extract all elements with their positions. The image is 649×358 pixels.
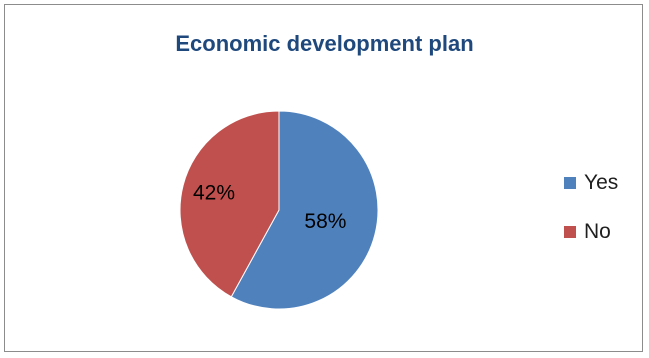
legend-swatch-yes <box>564 176 576 189</box>
pie-label-yes: 58% <box>304 210 346 233</box>
legend-item-no: No <box>564 219 618 244</box>
legend-label-yes: Yes <box>584 170 619 194</box>
legend-label-no: No <box>584 219 611 243</box>
legend-swatch-no <box>564 225 576 238</box>
pie-slice-yes <box>230 110 379 310</box>
chart-title: Economic development plan <box>175 31 474 56</box>
pie-slice-no <box>179 110 280 298</box>
legend-item-yes: Yes <box>564 170 618 195</box>
chart-legend: Yes No <box>564 170 618 268</box>
pie-label-no: 42% <box>193 182 235 205</box>
